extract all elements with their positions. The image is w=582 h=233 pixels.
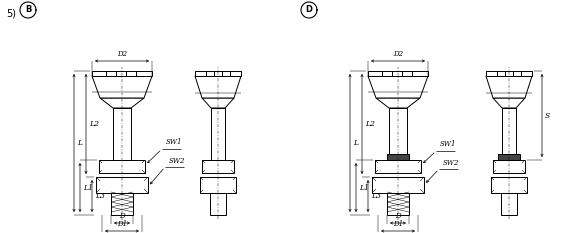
Bar	[113, 108, 131, 160]
Text: D2: D2	[393, 50, 403, 58]
Bar	[200, 177, 236, 193]
Bar	[387, 154, 409, 160]
Bar	[501, 193, 517, 215]
Bar	[493, 160, 525, 173]
Bar	[486, 71, 532, 76]
Bar	[111, 193, 133, 215]
Text: L1: L1	[359, 184, 369, 192]
Polygon shape	[376, 98, 420, 108]
Text: D1: D1	[117, 220, 127, 228]
Polygon shape	[368, 76, 428, 98]
Bar	[211, 108, 225, 160]
Text: L2: L2	[365, 120, 375, 128]
Text: D: D	[306, 6, 313, 14]
Bar	[195, 71, 241, 76]
Text: L1: L1	[83, 184, 93, 192]
Text: L3: L3	[95, 192, 105, 200]
Text: D2: D2	[117, 50, 127, 58]
Text: D1: D1	[393, 220, 403, 228]
Bar	[99, 160, 145, 173]
Text: SW2: SW2	[443, 159, 460, 167]
Text: D: D	[395, 212, 401, 220]
Bar	[96, 177, 148, 193]
Text: L3: L3	[371, 192, 381, 200]
Bar	[210, 193, 226, 215]
Bar	[389, 108, 407, 154]
Text: 5): 5)	[6, 8, 16, 18]
Bar	[92, 71, 152, 76]
Text: L2: L2	[89, 120, 99, 128]
Text: L: L	[353, 139, 358, 147]
Text: SW2: SW2	[169, 157, 186, 165]
Text: SW1: SW1	[166, 138, 183, 146]
Bar	[372, 177, 424, 193]
Text: L: L	[77, 139, 82, 147]
Text: SW1: SW1	[440, 140, 456, 148]
Bar	[387, 193, 409, 215]
Bar	[502, 108, 516, 154]
Text: S: S	[545, 112, 550, 120]
Text: B: B	[25, 6, 31, 14]
Polygon shape	[195, 76, 241, 98]
Polygon shape	[100, 98, 144, 108]
Bar	[375, 160, 421, 173]
Bar	[491, 177, 527, 193]
Polygon shape	[486, 76, 532, 98]
Text: D: D	[119, 212, 125, 220]
Bar	[368, 71, 428, 76]
Bar	[202, 160, 234, 173]
Polygon shape	[202, 98, 234, 108]
Polygon shape	[493, 98, 525, 108]
Bar	[498, 154, 520, 160]
Polygon shape	[92, 76, 152, 98]
